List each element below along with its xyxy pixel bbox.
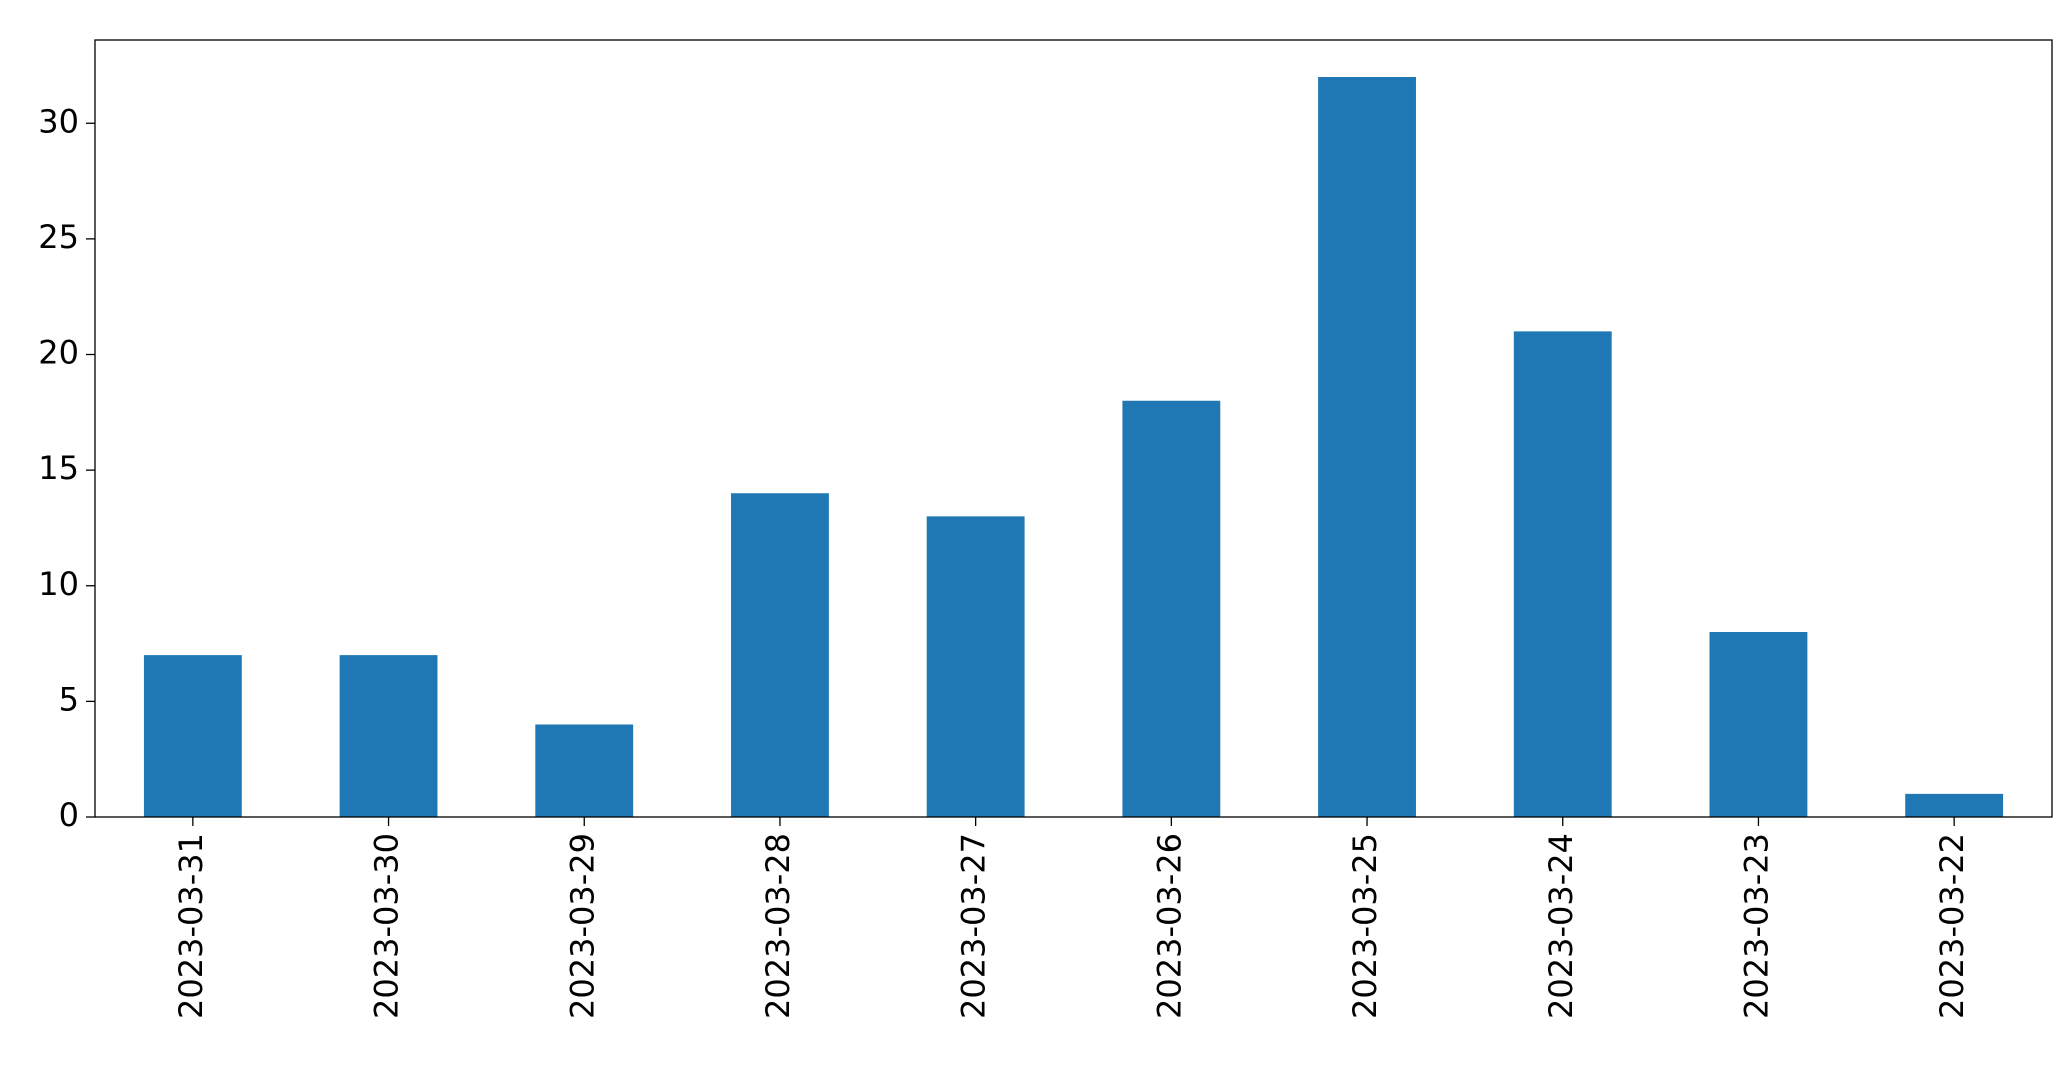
y-tick-label: 0 [59, 796, 79, 834]
bar [339, 655, 438, 817]
x-tick-label: 2023-03-23 [1737, 833, 1775, 1019]
bar [731, 493, 829, 817]
x-tick-label: 2023-03-27 [955, 833, 993, 1019]
x-tick-label: 2023-03-28 [759, 833, 797, 1019]
x-tick-label: 2023-03-24 [1542, 833, 1580, 1019]
x-tick-label: 2023-03-25 [1346, 833, 1384, 1019]
y-tick-label: 15 [38, 449, 79, 487]
bar [1709, 632, 1808, 817]
x-tick-label: 2023-03-31 [172, 833, 210, 1019]
y-tick-label: 20 [38, 334, 79, 372]
bar [1122, 400, 1221, 817]
bar [926, 516, 1025, 817]
bar [1905, 793, 2004, 817]
bar [143, 655, 242, 817]
x-tick-label: 2023-03-22 [1933, 833, 1971, 1019]
x-tick-label: 2023-03-29 [563, 833, 601, 1019]
bar [1513, 331, 1612, 817]
plot-frame [94, 39, 2053, 818]
bar [535, 724, 634, 817]
y-tick-label: 10 [38, 565, 79, 603]
bar [1318, 77, 1416, 817]
y-tick-label: 25 [38, 218, 79, 256]
y-tick-label: 5 [59, 680, 79, 718]
x-tick-label: 2023-03-26 [1150, 833, 1188, 1019]
x-tick-label: 2023-03-30 [368, 833, 406, 1019]
y-tick-label: 30 [38, 102, 79, 140]
